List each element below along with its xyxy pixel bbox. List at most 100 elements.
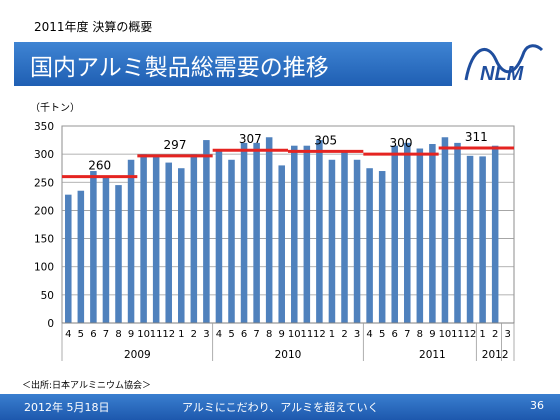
nlm-logo: NLM — [462, 40, 548, 90]
x-tick-label: 5 — [228, 329, 234, 340]
y-tick-label: 0 — [47, 318, 54, 330]
x-tick-label: 1 — [479, 329, 485, 340]
x-tick-label: 8 — [115, 329, 121, 340]
year-label: 2012 — [482, 349, 509, 361]
bar — [479, 156, 486, 323]
logo-text: NLM — [480, 63, 525, 85]
x-tick-label: 9 — [279, 329, 285, 340]
x-tick-label: 3 — [505, 329, 511, 340]
bar — [491, 145, 499, 323]
x-tick-label: 9 — [429, 329, 435, 340]
bar — [303, 145, 311, 323]
nlm-logo-icon: NLM — [464, 44, 544, 85]
x-tick-label: 6 — [90, 329, 96, 340]
page-title: 国内アルミ製品総需要の推移 — [30, 55, 329, 81]
footer-tagline: アルミにこだわり、アルミを超えていく — [182, 401, 379, 414]
y-tick-label: 150 — [34, 234, 54, 246]
x-tick-label: 6 — [241, 329, 247, 340]
bar — [378, 171, 386, 323]
bar — [127, 159, 135, 323]
page-number: 36 — [530, 399, 544, 412]
bar — [65, 194, 72, 323]
x-tick-label: 11 — [451, 329, 464, 340]
x-tick-label: 10 — [288, 329, 301, 340]
x-tick-label: 1 — [178, 329, 184, 340]
x-tick-label: 2 — [191, 329, 197, 340]
average-label: 297 — [164, 138, 187, 152]
year-label: 2009 — [124, 349, 151, 361]
bar — [240, 142, 248, 323]
bar — [454, 142, 461, 323]
title-bar: 国内アルミ製品総需要の推移 — [14, 42, 452, 86]
x-tick-label: 4 — [65, 329, 71, 340]
bar — [291, 145, 298, 323]
x-tick-label: 10 — [439, 329, 452, 340]
bar — [228, 159, 235, 323]
x-tick-label: 6 — [392, 329, 398, 340]
y-tick-label: 50 — [41, 290, 54, 302]
x-tick-label: 7 — [404, 329, 410, 340]
bar — [165, 162, 172, 323]
bar — [328, 159, 336, 323]
y-tick-label: 350 — [34, 121, 54, 133]
x-tick-label: 5 — [78, 329, 84, 340]
average-label: 305 — [314, 133, 337, 147]
x-tick-label: 12 — [464, 329, 477, 340]
x-tick-label: 3 — [354, 329, 360, 340]
average-label: 300 — [390, 136, 413, 150]
bar — [77, 190, 85, 323]
x-tick-label: 11 — [300, 329, 313, 340]
bar — [152, 156, 160, 323]
bar — [265, 137, 273, 323]
bar — [102, 175, 110, 323]
bar — [215, 151, 223, 323]
y-tick-label: 300 — [34, 149, 54, 161]
source-note: ＜出所:日本アルミニウム協会＞ — [22, 381, 151, 391]
x-tick-label: 8 — [417, 329, 423, 340]
x-tick-label: 12 — [162, 329, 175, 340]
x-tick-label: 4 — [366, 329, 372, 340]
y-tick-label: 200 — [34, 205, 54, 217]
bar — [366, 168, 373, 323]
year-label: 2011 — [419, 349, 446, 361]
x-tick-label: 2 — [341, 329, 347, 340]
section-label: 2011年度 決算の概要 — [34, 20, 153, 34]
x-tick-label: 2 — [492, 329, 498, 340]
average-label: 311 — [465, 130, 488, 144]
x-tick-label: 9 — [128, 329, 134, 340]
bar — [353, 159, 361, 323]
bar — [90, 171, 97, 323]
bar — [203, 140, 210, 323]
bar — [391, 145, 398, 323]
y-tick-label: 250 — [34, 177, 54, 189]
bar — [278, 165, 285, 323]
x-tick-label: 7 — [103, 329, 109, 340]
bar — [341, 151, 348, 323]
bar — [416, 148, 424, 323]
y-tick-label: 100 — [34, 262, 54, 274]
average-label: 260 — [88, 159, 111, 173]
bar — [316, 140, 323, 323]
footer-date: 2012年 5月18日 — [24, 401, 110, 414]
bar — [466, 155, 474, 323]
bar — [178, 168, 185, 323]
y-unit-label: （千トン） — [30, 103, 80, 114]
x-tick-label: 4 — [216, 329, 222, 340]
bar — [190, 154, 198, 323]
x-tick-label: 11 — [150, 329, 163, 340]
x-tick-label: 7 — [253, 329, 259, 340]
x-tick-label: 12 — [313, 329, 326, 340]
bar — [441, 137, 449, 323]
footer-bar: 2012年 5月18日 アルミにこだわり、アルミを超えていく 36 — [0, 394, 560, 420]
average-label: 307 — [239, 132, 262, 146]
x-tick-label: 10 — [137, 329, 150, 340]
bar — [140, 154, 147, 323]
x-tick-label: 1 — [329, 329, 335, 340]
bar — [253, 142, 260, 323]
x-tick-label: 5 — [379, 329, 385, 340]
x-tick-label: 3 — [203, 329, 209, 340]
year-label: 2010 — [275, 349, 302, 361]
plot-area — [61, 125, 515, 324]
bar — [115, 185, 122, 323]
